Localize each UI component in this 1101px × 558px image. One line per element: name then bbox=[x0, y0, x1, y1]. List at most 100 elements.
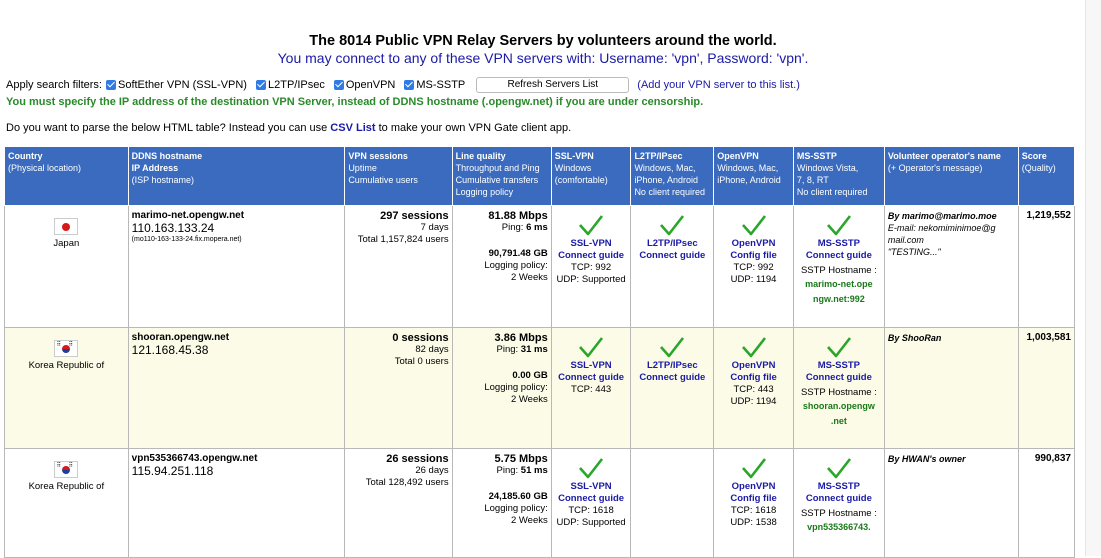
sessions-cell: 26 sessions 26 days Total 128,492 users bbox=[344, 448, 453, 558]
operator-message: "TESTING..." bbox=[887, 247, 941, 257]
ping: Ping: 6 ms bbox=[501, 222, 548, 233]
country-cell: Japan bbox=[4, 205, 129, 328]
csv-list-link[interactable]: CSV List bbox=[330, 122, 376, 134]
openvpn-udp-port: UDP: 1194 bbox=[730, 274, 777, 285]
sstp-hostname: marimo-net.ope bbox=[805, 279, 873, 289]
filter-l2tp-checkbox[interactable]: L2TP/IPsec bbox=[255, 79, 325, 91]
flag-icon bbox=[54, 340, 79, 357]
ddns-hostname: vpn535366743.opengw.net bbox=[131, 453, 258, 464]
uptime: 7 days bbox=[420, 222, 449, 233]
openvpn-link[interactable]: OpenVPN bbox=[731, 481, 776, 492]
refresh-servers-button[interactable]: Refresh Servers List bbox=[476, 77, 630, 93]
checkbox-checked-icon[interactable] bbox=[105, 80, 116, 90]
ssl-tcp-port: TCP: 1618 bbox=[568, 505, 614, 516]
cumulative-transfer: 90,791.48 GB bbox=[488, 248, 548, 259]
sstp-link[interactable]: MS-SSTP bbox=[817, 481, 860, 492]
session-count: 297 sessions bbox=[380, 210, 449, 222]
cumulative-transfer: 0.00 GB bbox=[512, 370, 548, 381]
score-cell: 990,837 bbox=[1017, 448, 1076, 558]
add-server-link[interactable]: (Add your VPN server to this list.) bbox=[637, 79, 800, 91]
ssl-tcp-port: TCP: 992 bbox=[571, 262, 612, 273]
checkbox-checked-icon[interactable] bbox=[404, 80, 415, 90]
ddns-hostname: shooran.opengw.net bbox=[131, 332, 230, 343]
session-count: 0 sessions bbox=[392, 332, 449, 344]
ssl-connect-guide-link[interactable]: Connect guide bbox=[558, 250, 625, 261]
l2tp-connect-guide-link[interactable]: Connect guide bbox=[639, 372, 706, 383]
parse-note: Do you want to parse the below HTML tabl… bbox=[6, 122, 572, 134]
sstp-hostname-label: SSTP Hostname : bbox=[800, 387, 877, 398]
cumulative-transfer: 24,185.60 GB bbox=[488, 491, 548, 502]
filter-softether-checkbox[interactable]: SoftEther VPN (SSL-VPN) bbox=[105, 79, 247, 91]
page-title: The 8014 Public VPN Relay Servers by vol… bbox=[309, 33, 777, 49]
sstp-hostname: vpn535366743. bbox=[807, 522, 871, 532]
sstp-link[interactable]: MS-SSTP bbox=[817, 360, 860, 371]
sstp-hostname: shooran.opengw bbox=[802, 401, 875, 411]
checkbox-checked-icon[interactable] bbox=[333, 80, 344, 90]
logging-policy-label: Logging policy: bbox=[484, 382, 548, 393]
check-icon bbox=[826, 337, 851, 358]
operator-message: mail.com bbox=[887, 235, 924, 245]
openvpn-config-file-link[interactable]: Config file bbox=[730, 250, 777, 261]
sstp-connect-guide-link[interactable]: Connect guide bbox=[805, 372, 872, 383]
filter-openvpn-checkbox[interactable]: OpenVPN bbox=[333, 79, 395, 91]
check-icon bbox=[579, 458, 604, 479]
openvpn-link[interactable]: OpenVPN bbox=[731, 360, 776, 371]
openvpn-tcp-port: TCP: 992 bbox=[733, 262, 774, 273]
table-row: Japan marimo-net.opengw.net 110.163.133.… bbox=[4, 205, 1076, 328]
country-name: Japan bbox=[53, 238, 80, 249]
cumulative-users: Total 1,157,824 users bbox=[357, 234, 449, 245]
score-cell: 1,219,552 bbox=[1017, 205, 1076, 328]
sstp-cell: MS-SSTP Connect guide SSTP Hostname : vpn53… bbox=[792, 448, 885, 558]
l2tp-cell: L2TP/IPsec Connect guide bbox=[630, 327, 715, 449]
country-cell: Korea Republic of bbox=[4, 327, 129, 449]
country-cell: Korea Republic of bbox=[4, 448, 129, 558]
openvpn-config-file-link[interactable]: Config file bbox=[730, 493, 777, 504]
header-ddns: DDNS hostname IP Address (ISP hostname) bbox=[127, 146, 346, 206]
l2tp-link[interactable]: L2TP/IPsec bbox=[646, 238, 698, 249]
check-icon bbox=[826, 458, 851, 479]
sstp-connect-guide-link[interactable]: Connect guide bbox=[805, 493, 872, 504]
sstp-cell: MS-SSTP Connect guide SSTP Hostname : marim… bbox=[792, 205, 885, 328]
logging-policy: 2 Weeks bbox=[510, 394, 548, 405]
vertical-scrollbar[interactable] bbox=[1085, 0, 1101, 556]
ssl-vpn-link[interactable]: SSL-VPN bbox=[570, 481, 612, 492]
l2tp-link[interactable]: L2TP/IPsec bbox=[646, 360, 698, 371]
logging-policy: 2 Weeks bbox=[510, 515, 548, 526]
l2tp-connect-guide-link[interactable]: Connect guide bbox=[639, 250, 706, 261]
ssl-connect-guide-link[interactable]: Connect guide bbox=[558, 493, 625, 504]
filters-label: Apply search filters: bbox=[6, 79, 102, 91]
ssl-vpn-link[interactable]: SSL-VPN bbox=[570, 238, 612, 249]
header-operator: Volunteer operator's name (+ Operator's m… bbox=[883, 146, 1019, 206]
ssl-cell: SSL-VPN Connect guide TCP: 992 UDP: Support… bbox=[550, 205, 632, 328]
filter-mssstp-checkbox[interactable]: MS-SSTP bbox=[404, 79, 465, 91]
isp-hostname: (mo110-163-133-24.fix.mopera.net) bbox=[131, 236, 242, 243]
header-sstp: MS-SSTP Windows Vista, 7, 8, RT No client r… bbox=[792, 146, 885, 206]
throughput: 5.75 Mbps bbox=[494, 453, 548, 465]
openvpn-udp-port: UDP: 1538 bbox=[730, 517, 777, 528]
header-score: Score (Quality) bbox=[1017, 146, 1076, 206]
sstp-connect-guide-link[interactable]: Connect guide bbox=[805, 250, 872, 261]
openvpn-config-file-link[interactable]: Config file bbox=[730, 372, 777, 383]
operator-name: By marimo@marimo.moe bbox=[887, 211, 997, 221]
check-icon bbox=[741, 215, 766, 236]
operator-cell: By ShooRan bbox=[883, 327, 1019, 449]
checkbox-checked-icon[interactable] bbox=[255, 80, 266, 90]
logging-policy-label: Logging policy: bbox=[484, 260, 548, 271]
sstp-link[interactable]: MS-SSTP bbox=[817, 238, 860, 249]
ssl-connect-guide-link[interactable]: Connect guide bbox=[558, 372, 625, 383]
ssl-cell: SSL-VPN Connect guide TCP: 443 bbox=[550, 327, 632, 449]
country-name: Korea Republic of bbox=[28, 481, 105, 492]
ddns-cell: marimo-net.opengw.net 110.163.133.24 (mo… bbox=[127, 205, 346, 328]
openvpn-link[interactable]: OpenVPN bbox=[731, 238, 776, 249]
ddns-cell: shooran.opengw.net 121.168.45.38 bbox=[127, 327, 346, 449]
sessions-cell: 0 sessions 82 days Total 0 users bbox=[344, 327, 453, 449]
ssl-tcp-port: TCP: 443 bbox=[571, 384, 612, 395]
throughput: 3.86 Mbps bbox=[494, 332, 548, 344]
openvpn-cell: OpenVPN Config file TCP: 443 UDP: 1194 bbox=[713, 327, 794, 449]
ping: Ping: 51 ms bbox=[496, 465, 548, 476]
l2tp-cell bbox=[630, 448, 715, 558]
table-header: Country (Physical location) DDNS hostname… bbox=[4, 146, 1076, 206]
ssl-vpn-link[interactable]: SSL-VPN bbox=[570, 360, 612, 371]
check-icon bbox=[579, 215, 604, 236]
header-ssl: SSL-VPN Windows (comfortable) bbox=[550, 146, 632, 206]
